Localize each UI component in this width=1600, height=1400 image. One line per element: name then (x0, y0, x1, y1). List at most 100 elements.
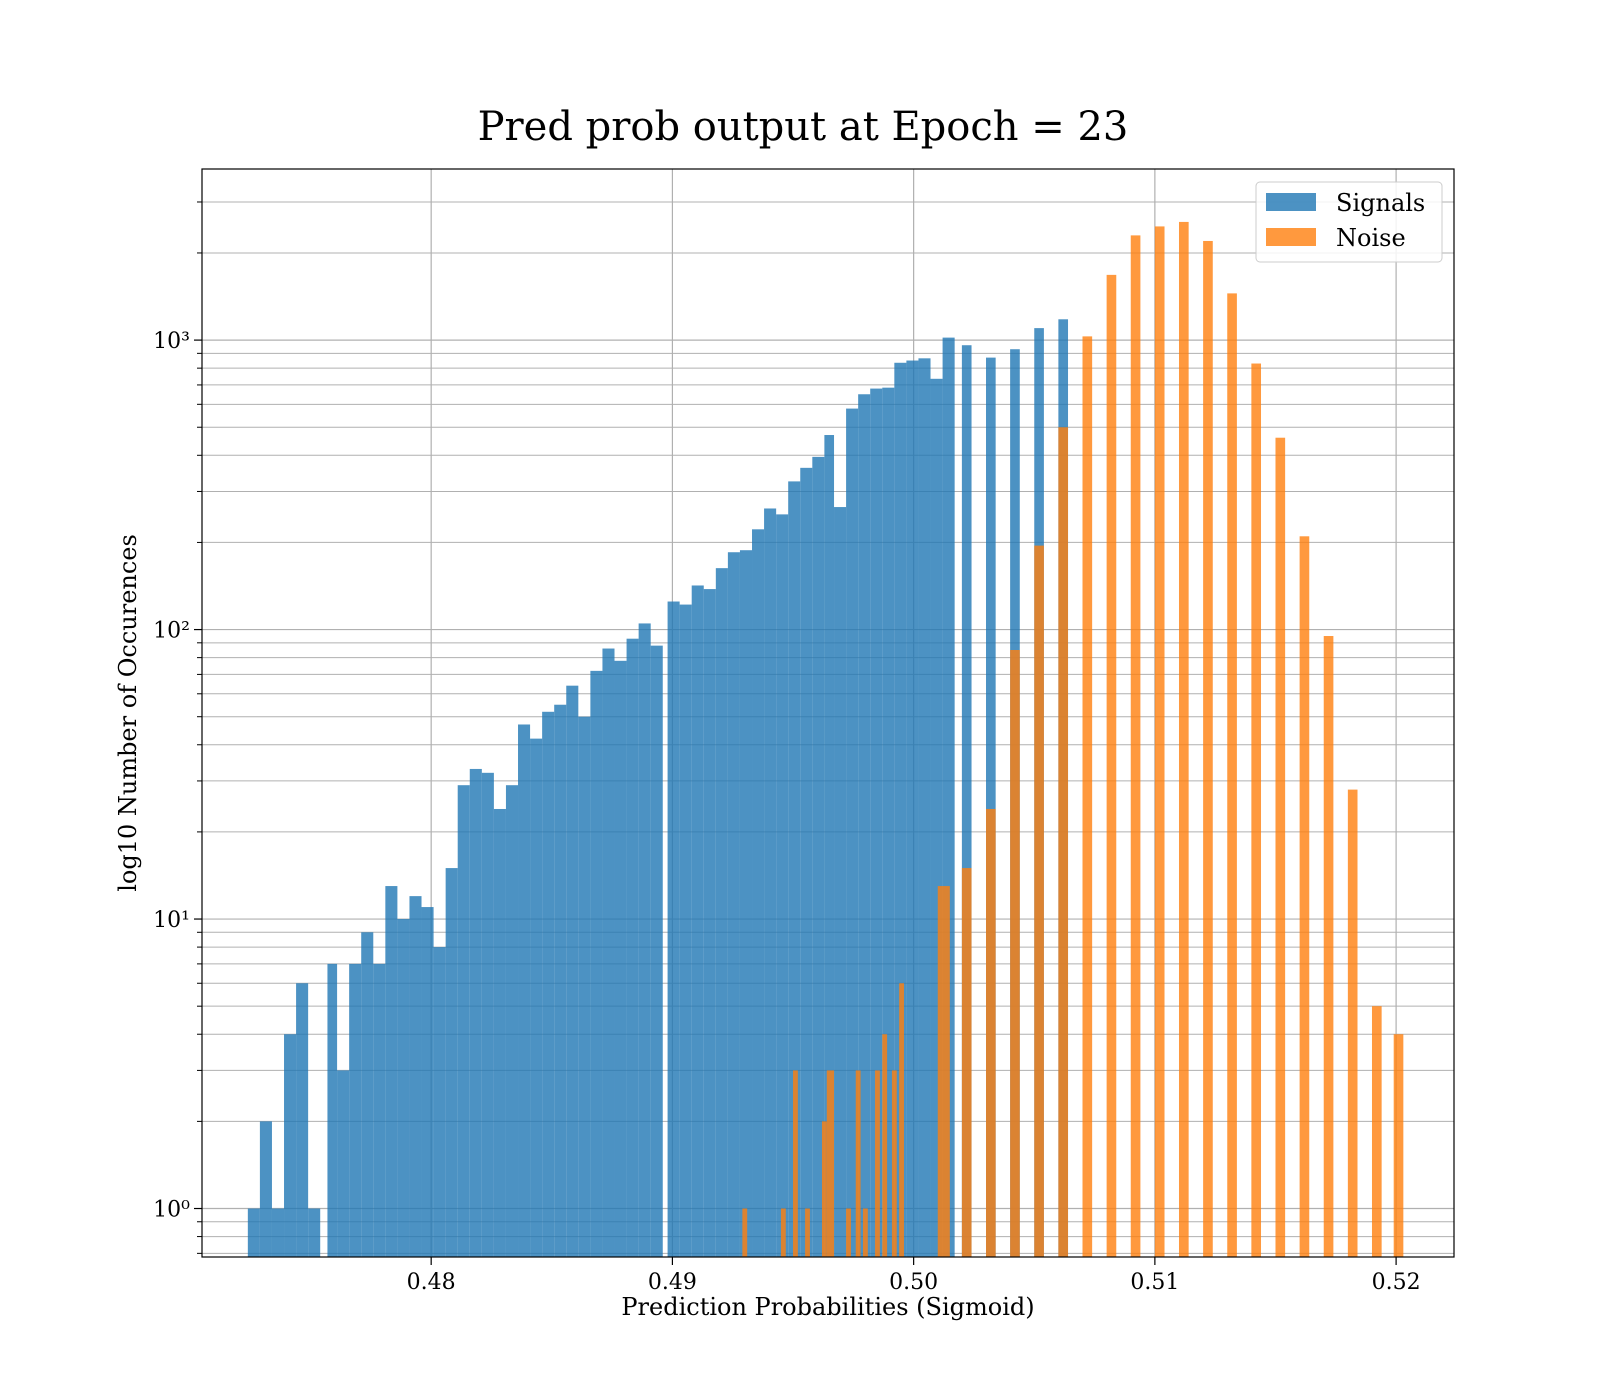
signals-bar (566, 685, 579, 1257)
signals-bar (433, 947, 446, 1257)
signals-bar (554, 704, 567, 1257)
signals-bar (271, 1208, 285, 1257)
x-tick-label: 0.50 (889, 1270, 938, 1295)
chart-title: Pred prob output at Epoch = 23 (478, 104, 1129, 150)
signals-bar (752, 529, 765, 1257)
noise-bar (846, 1208, 851, 1257)
signals-bar (493, 808, 506, 1257)
x-tick-label: 0.49 (648, 1270, 697, 1295)
signals-bar (445, 868, 458, 1257)
noise-bar (937, 886, 950, 1257)
y-tick-label: 10⁰ (153, 1198, 190, 1223)
noise-bar (1251, 363, 1262, 1258)
noise-bar (826, 1070, 835, 1257)
signals-bar (788, 481, 801, 1258)
signals-bar (703, 589, 716, 1257)
noise-bar (793, 1070, 798, 1257)
legend-swatch-noise (1266, 228, 1316, 246)
noise-bar (1347, 789, 1358, 1257)
signals-bars (247, 319, 1069, 1258)
signals-bar (691, 585, 704, 1257)
noise-bar (1010, 650, 1020, 1257)
signals-bar (421, 907, 434, 1257)
signals-bar (638, 623, 651, 1257)
signals-bar (259, 1121, 272, 1257)
signals-bar (397, 919, 410, 1257)
noise-bar (1082, 336, 1093, 1257)
signals-bar (284, 1034, 297, 1257)
signals-bar (824, 435, 835, 1257)
noise-bar (855, 1070, 861, 1257)
noise-bar (821, 1121, 827, 1257)
signals-bar (667, 601, 680, 1257)
signals-bar (961, 345, 972, 1257)
signals-bar (349, 963, 362, 1257)
signals-bar (361, 932, 374, 1257)
noise-bar (1393, 1034, 1404, 1257)
signals-bar (590, 670, 603, 1257)
signals-bar (626, 638, 639, 1257)
noise-bar (1130, 235, 1141, 1257)
noise-bar (1203, 240, 1213, 1257)
legend-label-signals: Signals (1336, 189, 1425, 217)
signals-bar (715, 568, 728, 1257)
noise-bar (1154, 226, 1165, 1257)
signals-bar (800, 467, 813, 1257)
signals-bar (308, 1208, 321, 1257)
signals-bar (727, 552, 740, 1257)
signals-bar (918, 358, 931, 1257)
signals-bar (337, 1070, 350, 1257)
signals-bar (542, 711, 555, 1257)
noise-bar (805, 1208, 810, 1257)
noise-bar (1106, 274, 1117, 1258)
noise-bar (882, 1034, 888, 1257)
noise-bar (899, 983, 904, 1257)
y-tick-label: 10² (153, 619, 190, 644)
x-tick-label: 0.51 (1130, 1270, 1179, 1295)
signals-bar (481, 772, 494, 1257)
noise-bar (862, 1208, 868, 1257)
noise-bar (780, 1208, 786, 1257)
signals-bar (578, 716, 591, 1257)
signals-bar (614, 660, 627, 1257)
y-axis-ticks: 10⁰ 10¹ 10² 10³ (153, 201, 202, 1254)
noise-bar (1323, 636, 1334, 1257)
y-tick-label: 10³ (153, 329, 190, 354)
signals-bar (776, 514, 789, 1257)
axes-frame (201, 168, 1455, 1258)
y-tick-label: 10¹ (153, 908, 190, 933)
signals-bar (764, 508, 777, 1258)
y-axis-label: log10 Number of Occurences (114, 534, 142, 892)
signals-bar (373, 963, 386, 1257)
signals-bar (812, 456, 825, 1257)
legend-label-noise: Noise (1336, 224, 1406, 252)
signals-bar (469, 768, 482, 1257)
noise-bar (891, 1070, 897, 1257)
signals-bar (870, 388, 883, 1257)
signals-bar (505, 785, 519, 1257)
noise-bar (1371, 1006, 1382, 1257)
noise-bar (1299, 536, 1310, 1257)
noise-bar (961, 868, 972, 1257)
signals-bar (846, 408, 859, 1257)
signals-bar (650, 645, 663, 1257)
signals-bar (986, 357, 996, 1257)
noise-bars (742, 221, 1404, 1258)
legend: Signals Noise (1255, 181, 1443, 263)
noise-bar (1058, 427, 1069, 1258)
noise-bar (875, 1070, 880, 1257)
signals-bar (739, 550, 753, 1257)
signals-bar (518, 724, 531, 1257)
noise-bar (1178, 221, 1189, 1258)
noise-bar (1227, 293, 1237, 1258)
legend-swatch-signals (1266, 193, 1316, 211)
x-axis-ticks: 0.48 0.49 0.50 0.51 0.52 (407, 1257, 1421, 1295)
signals-bar (602, 648, 615, 1257)
signals-bar (679, 604, 692, 1257)
signals-bar (296, 983, 309, 1257)
x-axis-label: Prediction Probabilities (Sigmoid) (621, 1293, 1034, 1321)
signals-bar (906, 360, 919, 1257)
signals-bar (247, 1208, 260, 1257)
signals-bar (858, 394, 871, 1258)
signals-bar (530, 738, 543, 1257)
